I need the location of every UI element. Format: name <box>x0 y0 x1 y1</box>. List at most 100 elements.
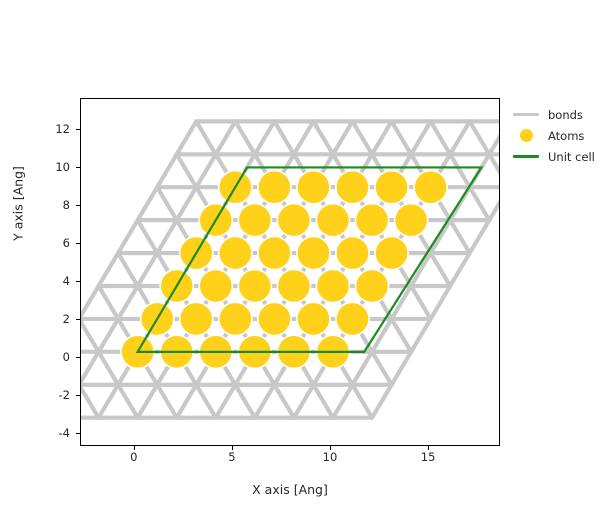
unit-cell-line-icon <box>512 150 540 164</box>
atom <box>296 235 331 271</box>
ytick-mark-10 <box>76 167 80 169</box>
atom <box>256 301 292 337</box>
bond <box>350 119 375 157</box>
ytick-label-12: 12 <box>55 122 70 136</box>
atom-marker-icon <box>512 129 540 143</box>
bond <box>233 119 257 157</box>
bond <box>467 119 492 157</box>
ytick-label-0: 0 <box>62 350 70 364</box>
bond <box>448 250 472 289</box>
bond <box>409 283 433 322</box>
legend-label-unit-cell: Unit cell <box>548 149 595 164</box>
legend-label-bonds: bonds <box>548 107 583 122</box>
bond <box>409 316 433 354</box>
atom <box>296 169 331 205</box>
xtick-mark-5 <box>231 446 233 450</box>
ytick-label-2: 2 <box>62 312 70 326</box>
bond <box>467 185 492 223</box>
bond <box>194 382 218 420</box>
atom <box>178 301 214 337</box>
bond <box>291 382 316 420</box>
atom <box>393 202 429 238</box>
bond <box>116 250 140 289</box>
ytick-label-4: 4 <box>62 274 70 288</box>
ytick-mark-8 <box>76 205 80 207</box>
bond <box>96 349 121 387</box>
ytick-label-10: 10 <box>55 160 70 174</box>
atom <box>374 169 409 205</box>
atom <box>296 301 331 337</box>
ytick-label-m4: -4 <box>58 426 70 440</box>
bond <box>369 119 394 157</box>
x-axis-label: X axis [Ang] <box>252 482 328 497</box>
bond <box>155 185 179 223</box>
atom <box>413 169 449 205</box>
bond <box>428 283 453 322</box>
plot-area <box>80 98 500 446</box>
bond <box>116 382 140 420</box>
bond <box>135 218 160 256</box>
xtick-label-5: 5 <box>228 450 236 464</box>
bond <box>135 250 160 289</box>
atom <box>276 202 312 238</box>
atom <box>354 202 390 238</box>
ytick-label-6: 6 <box>62 236 70 250</box>
atom <box>198 268 234 304</box>
atom <box>256 235 292 271</box>
bond <box>81 349 101 386</box>
bond <box>428 250 453 289</box>
bond <box>448 218 472 256</box>
bond <box>409 250 433 289</box>
xtick-mark-15 <box>428 446 430 450</box>
ytick-mark-m4 <box>76 433 80 435</box>
xtick-label-10: 10 <box>322 450 338 464</box>
atom <box>256 169 292 205</box>
bond <box>369 349 394 387</box>
bond <box>116 283 140 322</box>
unit-cell-outline <box>135 166 484 353</box>
xtick-mark-0 <box>133 446 135 450</box>
ytick-mark-0 <box>76 357 80 359</box>
atom <box>237 268 273 304</box>
bond <box>389 316 414 354</box>
bonds-line-icon <box>512 108 540 122</box>
bond <box>487 133 499 157</box>
bond <box>291 119 316 157</box>
bond <box>81 383 101 420</box>
atom <box>315 268 351 304</box>
bond <box>350 349 375 387</box>
ytick-mark-6 <box>76 243 80 245</box>
bond <box>174 152 199 190</box>
bond <box>487 152 499 175</box>
bond <box>369 316 394 354</box>
bond <box>350 382 375 420</box>
atom <box>335 301 370 337</box>
bond <box>213 382 238 420</box>
atom <box>276 268 312 304</box>
y-axis-label: Y axis [Ang] <box>10 166 26 241</box>
ytick-label-m2: -2 <box>58 388 70 402</box>
bond <box>233 382 257 420</box>
ytick-mark-2 <box>76 319 80 321</box>
bond <box>252 382 277 420</box>
bond <box>155 218 179 256</box>
bond <box>389 349 414 387</box>
atom <box>217 235 253 271</box>
bond <box>369 382 394 420</box>
bond <box>213 119 238 157</box>
xtick-mark-10 <box>330 446 332 450</box>
bond <box>487 199 499 223</box>
ytick-mark-m2 <box>76 395 80 397</box>
bond <box>311 119 336 157</box>
bond <box>81 283 101 320</box>
atom <box>335 235 370 271</box>
bond <box>428 218 453 256</box>
atom <box>354 268 390 304</box>
atom <box>335 169 370 205</box>
bond <box>155 382 179 420</box>
bond <box>174 185 199 223</box>
bond <box>116 218 140 256</box>
bond <box>467 218 492 256</box>
xtick-label-15: 15 <box>420 450 436 464</box>
